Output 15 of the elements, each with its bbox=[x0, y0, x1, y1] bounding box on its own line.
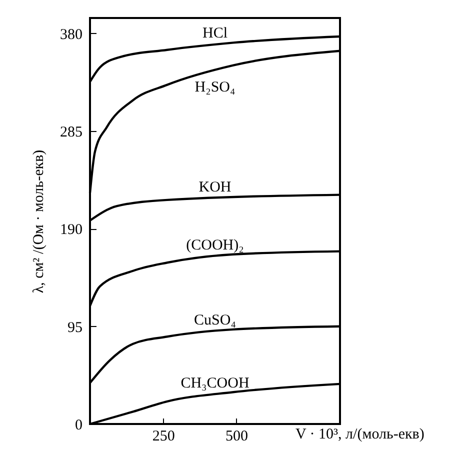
x-tick-label: 250 bbox=[152, 428, 175, 444]
series-label: HCl bbox=[202, 26, 228, 42]
x-tick-label: 500 bbox=[225, 428, 248, 444]
y-tick-label: 95 bbox=[68, 320, 82, 336]
series-label: KOH bbox=[198, 180, 232, 196]
series-label: (COOH)₂ bbox=[186, 238, 244, 254]
series-label: H₂SO₄ bbox=[194, 80, 236, 96]
y-tick-label: 285 bbox=[60, 124, 82, 141]
x-axis-title: V · 10³, л/(моль-екв) bbox=[296, 426, 424, 442]
series-label: CH₃COOH bbox=[180, 376, 250, 392]
series-label: CuSO₄ bbox=[194, 312, 236, 328]
y-tick-label: 380 bbox=[60, 26, 82, 43]
y-tick-label: 190 bbox=[60, 222, 82, 238]
y-tick-label: 0 bbox=[75, 418, 82, 434]
y-axis-title: λ, см² /(Ом · моль-екв) bbox=[31, 150, 47, 294]
